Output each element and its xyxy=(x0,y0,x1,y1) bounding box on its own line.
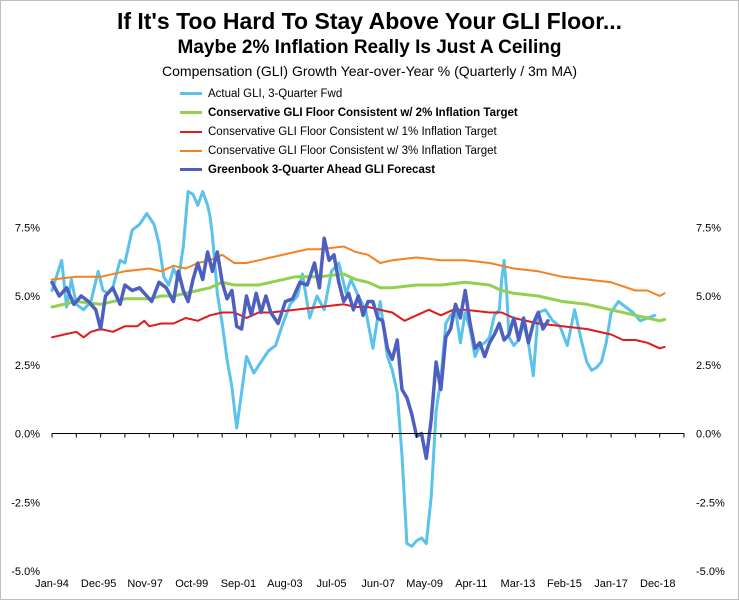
legend-label: Conservative GLI Floor Consistent w/ 2% … xyxy=(208,106,518,119)
x-tick-label: Jan-17 xyxy=(594,578,628,590)
y-tick-label-left: -5.0% xyxy=(11,566,40,578)
x-tick-label: Nov-97 xyxy=(127,578,162,590)
y-tick-label-right: -2.5% xyxy=(696,497,725,509)
y-tick-label-right: 7.5% xyxy=(696,222,721,234)
legend-label: Actual GLI, 3-Quarter Fwd xyxy=(208,87,343,100)
x-tick-label: Mar-13 xyxy=(501,578,536,590)
chart-subtitle: Maybe 2% Inflation Really Is Just A Ceil… xyxy=(177,37,562,58)
legend-label: Greenbook 3-Quarter Ahead GLI Forecast xyxy=(208,163,436,176)
x-tick-label: Jan-94 xyxy=(35,578,69,590)
legend-item-4: Conservative GLI Floor Consistent w/ 3% … xyxy=(180,141,518,160)
y-tick-label-right: -5.0% xyxy=(696,566,725,578)
chart-title: If It's Too Hard To Stay Above Your GLI … xyxy=(116,8,623,34)
y-tick-label-left: 0.0% xyxy=(15,429,40,441)
x-tick-label: Dec-95 xyxy=(81,578,116,590)
legend-label: Conservative GLI Floor Consistent w/ 1% … xyxy=(208,125,497,138)
legend-item-1: Actual GLI, 3-Quarter Fwd xyxy=(180,84,518,103)
x-tick-label: Feb-15 xyxy=(547,578,582,590)
x-tick-label: Oct-99 xyxy=(175,578,208,590)
y-tick-label-right: 2.5% xyxy=(696,360,721,372)
x-tick-label: May-09 xyxy=(406,578,443,590)
x-tick-label: Sep-01 xyxy=(221,578,256,590)
legend-label: Conservative GLI Floor Consistent w/ 3% … xyxy=(208,144,497,157)
y-tick-label-left: -2.5% xyxy=(11,497,40,509)
x-tick-label: Jul-05 xyxy=(317,578,347,590)
y-tick-label-left: 7.5% xyxy=(15,222,40,234)
x-tick-label: Aug-03 xyxy=(267,578,302,590)
legend-swatch xyxy=(180,168,202,171)
chart-description: Compensation (GLI) Growth Year-over-Year… xyxy=(162,63,577,79)
x-tick-label: Dec-18 xyxy=(640,578,675,590)
y-tick-label-left: 2.5% xyxy=(15,360,40,372)
x-tick-label: Jun-07 xyxy=(361,578,395,590)
series-line-3 xyxy=(51,303,666,350)
legend-item-2: Conservative GLI Floor Consistent w/ 2% … xyxy=(180,103,518,122)
y-tick-label-right: 0.0% xyxy=(696,429,721,441)
chart-legend: Actual GLI, 3-Quarter Fwd Conservative GL… xyxy=(180,84,518,179)
legend-swatch xyxy=(180,92,202,95)
series-line-5 xyxy=(50,236,550,461)
legend-swatch xyxy=(180,130,202,133)
legend-swatch xyxy=(180,149,202,152)
legend-swatch xyxy=(180,111,202,114)
y-tick-label-right: 5.0% xyxy=(696,291,721,303)
series-line-1 xyxy=(50,190,657,548)
legend-item-3: Conservative GLI Floor Consistent w/ 1% … xyxy=(180,122,518,141)
x-tick-label: Apr-11 xyxy=(455,578,487,590)
series-line-4 xyxy=(51,245,666,297)
legend-item-5: Greenbook 3-Quarter Ahead GLI Forecast xyxy=(180,160,518,179)
y-tick-label-left: 5.0% xyxy=(15,291,40,303)
